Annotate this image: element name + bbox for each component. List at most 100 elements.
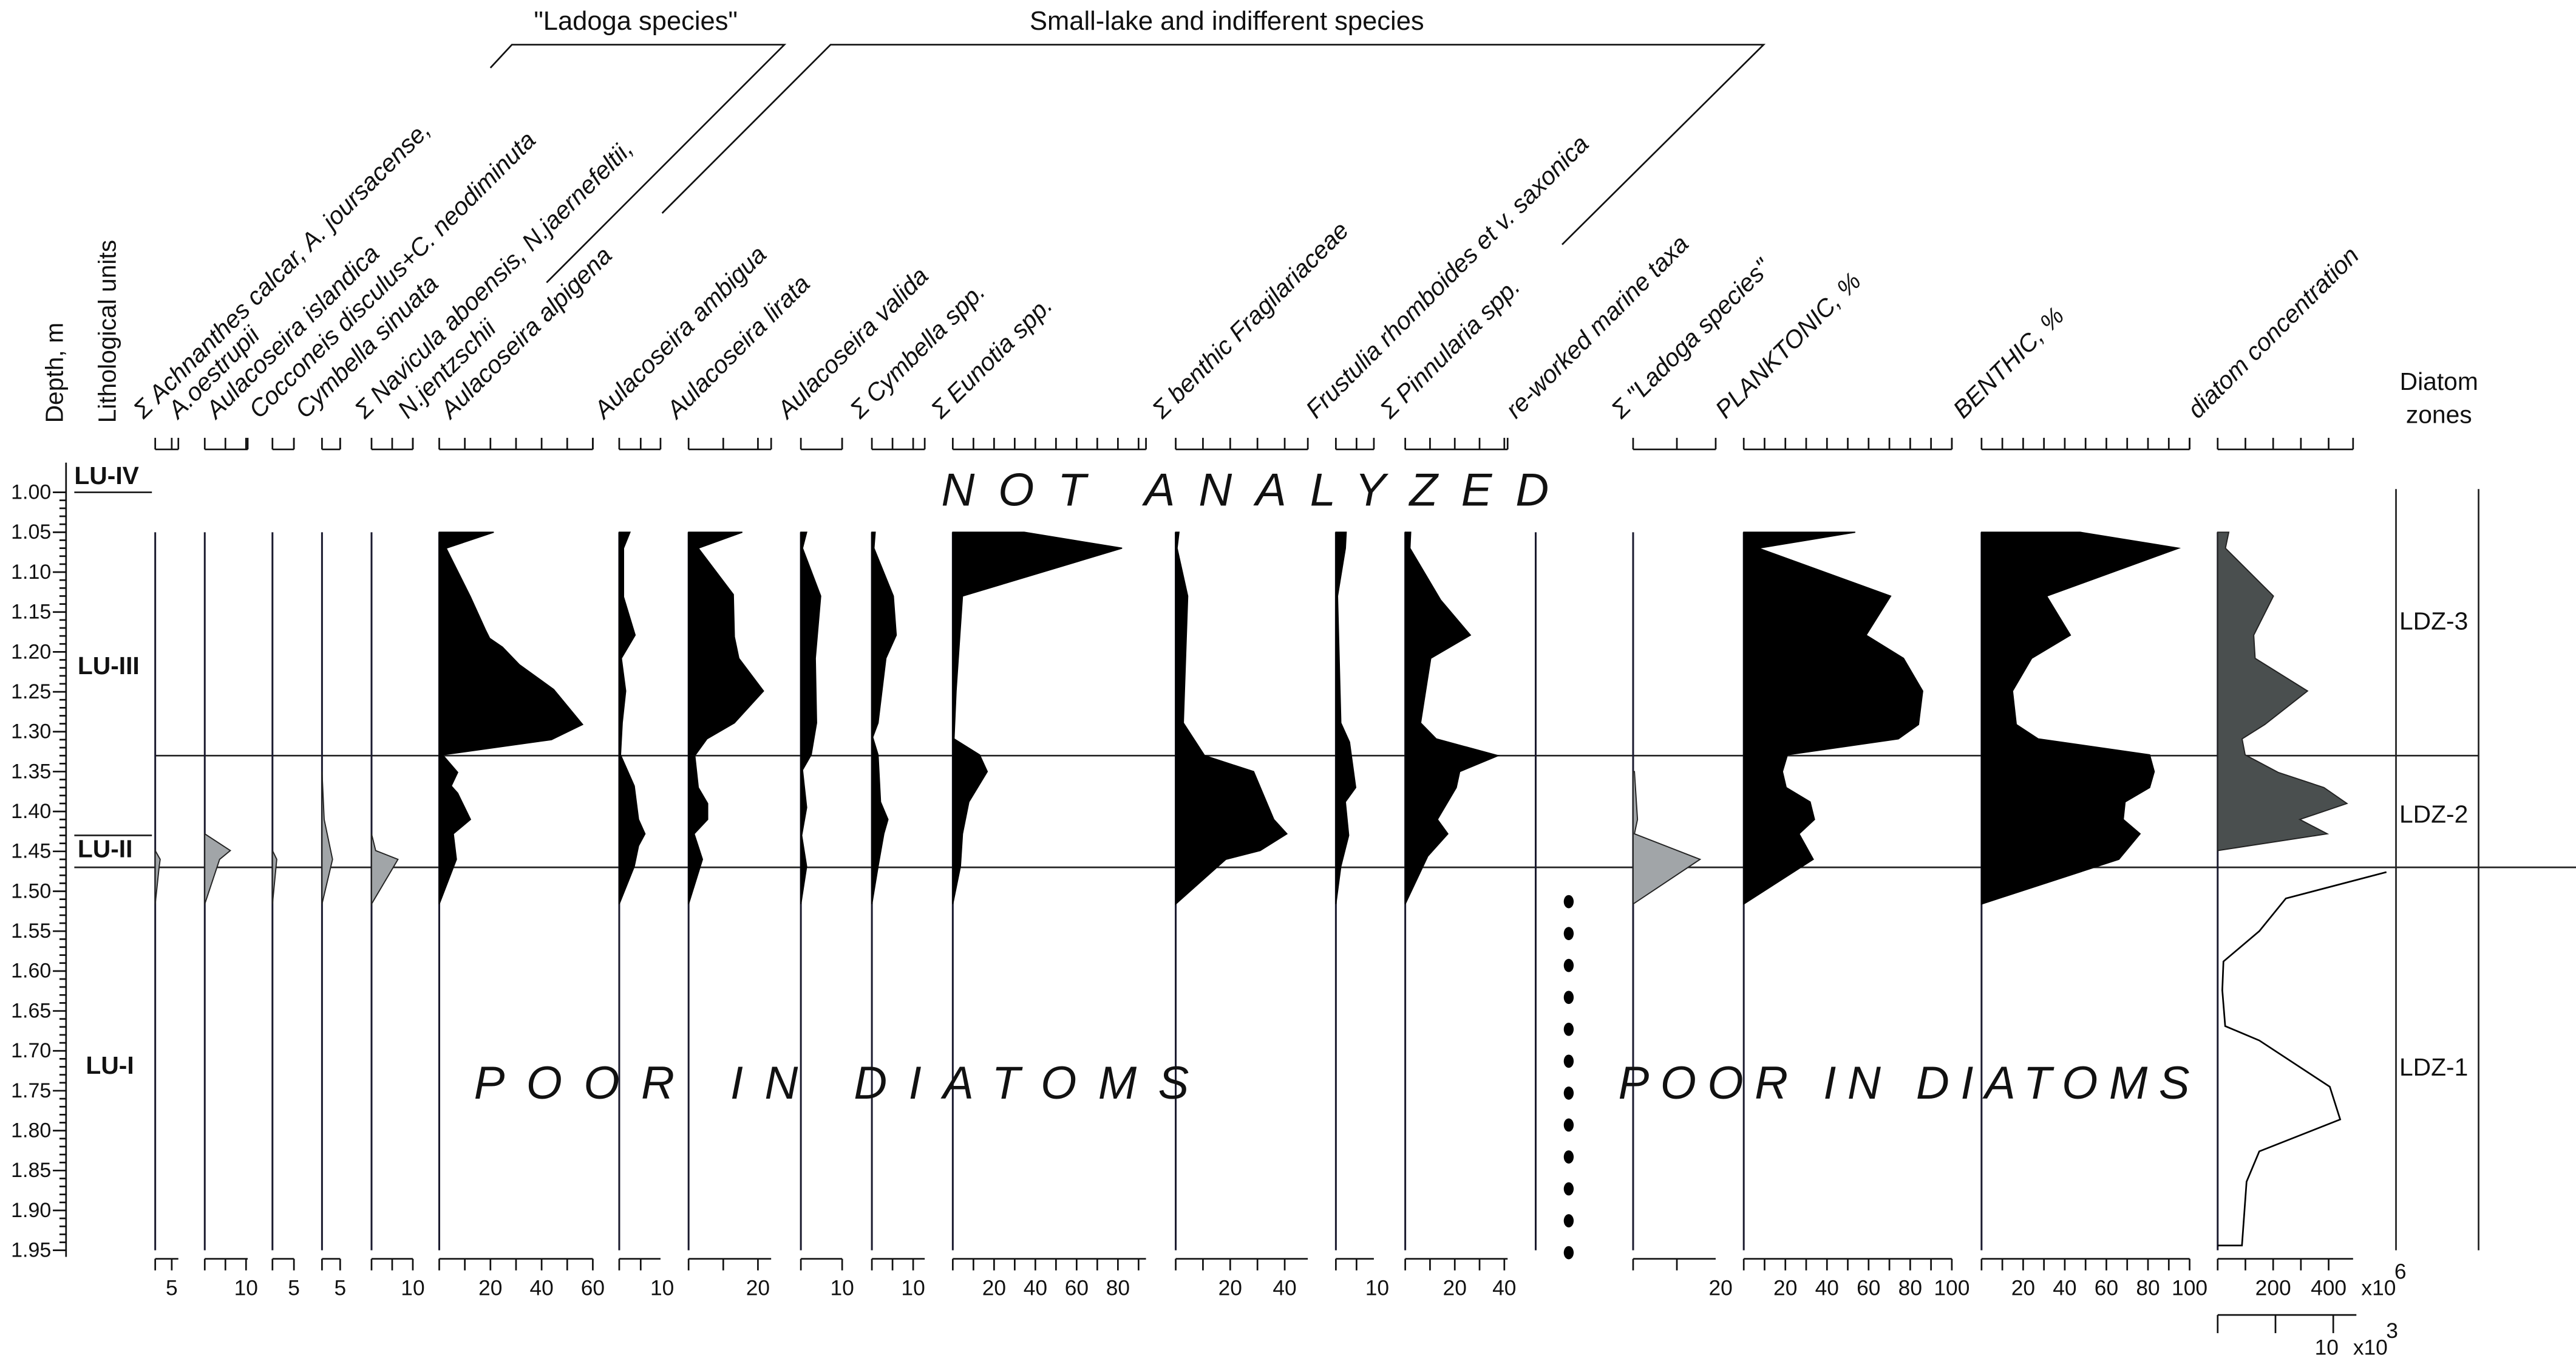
depth-tick-label: 1.75 [11, 1079, 51, 1102]
x-tick-label: 60 [1065, 1277, 1089, 1300]
depth-tick-label: 1.00 [11, 481, 51, 504]
depth-tick-label: 1.55 [11, 920, 51, 943]
depth-tick-label: 1.60 [11, 960, 51, 983]
depth-tick-label: 1.40 [11, 800, 51, 823]
group-bracket-ladoga [489, 44, 787, 284]
lithological-unit-label: LU-IV [74, 462, 138, 490]
panel-17: 20 40 60 80 100 [1742, 437, 1969, 1300]
diatom-zones-title: zones [2406, 400, 2472, 428]
data-area [1633, 771, 1702, 906]
marine-taxa-dot [1563, 1022, 1574, 1036]
panel-12: 20 40 [1175, 437, 1309, 1300]
x-tick-label: 40 [1815, 1277, 1839, 1300]
x-tick-label: 400 [2311, 1277, 2347, 1300]
x-tick-label: 100 [1934, 1277, 1969, 1300]
x-tick-label: 20 [1773, 1277, 1797, 1300]
depth-tick-label: 1.80 [11, 1119, 51, 1142]
x-tick-label: 80 [1898, 1277, 1922, 1300]
x-tick-label: 20 [2011, 1277, 2035, 1300]
depth-tick-label: 1.45 [11, 840, 51, 863]
x-tick-label: 10 [1365, 1277, 1389, 1300]
x-axis-unit: x10 [2361, 1277, 2396, 1300]
marine-taxa-dot [1563, 958, 1574, 972]
depth-tick-label: 1.15 [11, 601, 51, 624]
x-tick-label: 40 [529, 1277, 553, 1300]
depth-tick-label: 1.70 [11, 1039, 51, 1062]
panel-14: 20 40 [1404, 437, 1516, 1300]
depth-tick-label: 1.05 [11, 520, 51, 544]
panel-6: 20 40 60 [438, 437, 605, 1300]
x-tick-label: 20 [1708, 1277, 1732, 1300]
x-tick-label: 10 [830, 1277, 854, 1300]
marine-taxa-dot [1563, 927, 1574, 941]
data-area [321, 771, 333, 904]
panel-18: 20 40 60 80 100 [1980, 437, 2207, 1300]
x-tick-label: 10 [650, 1277, 674, 1300]
panel-9: 10 [800, 437, 854, 1300]
data-area [1980, 531, 2181, 905]
panel-label: BENTHIC, % [1948, 302, 2070, 424]
panel-label: Aulacoseira alpigena [433, 241, 617, 425]
x-tick-label: 100 [2172, 1277, 2207, 1300]
data-area [2217, 531, 2348, 851]
data-area [1404, 531, 1500, 904]
data-area [271, 850, 277, 904]
diatom-zone-label: LDZ-3 [2399, 607, 2468, 635]
x-tick-label: 10 [401, 1277, 424, 1300]
marine-taxa-dot [1563, 1246, 1574, 1260]
x-tick-label: 10 [234, 1277, 258, 1300]
depth-tick-label: 1.10 [11, 561, 51, 584]
panel-13: 10 [1334, 437, 1389, 1300]
panels: 5 10 5 5 10 20 40 60 10 20 10 10 20 40 60 80 20 40 10 20 40 2… [154, 437, 2406, 1358]
depth-tick-label: 1.30 [11, 720, 51, 743]
data-area [1175, 531, 1288, 906]
panel-label: Σ Cymbella spp. [844, 278, 990, 424]
x-tick-label: 80 [1106, 1277, 1130, 1300]
concentration-line-x10-3 [2217, 871, 2387, 1247]
data-area [618, 531, 646, 904]
panel-11: 20 40 60 80 [951, 437, 1147, 1300]
secondary-axis-unit: x10 [2353, 1336, 2388, 1358]
marine-taxa-dot [1563, 1150, 1574, 1164]
x-tick-label: 20 [478, 1277, 502, 1300]
panel-5: 10 [370, 437, 425, 1300]
depth-tick-label: 1.20 [11, 640, 51, 663]
panel-3: 5 [271, 437, 300, 1300]
diatom-zone-label: LDZ-1 [2399, 1053, 2468, 1081]
marine-taxa-dot [1563, 1214, 1574, 1227]
poor-in-diatoms-note: POOR IN DIATOMS [474, 1057, 1192, 1109]
marine-taxa-dot [1563, 991, 1574, 1005]
data-area [800, 531, 821, 904]
panel-2: 10 [203, 437, 258, 1300]
data-area [688, 531, 764, 904]
marine-taxa-dot [1563, 1182, 1574, 1196]
diatom-zone-label: LDZ-2 [2399, 800, 2468, 828]
depth-axis: 1.00 1.05 1.10 1.15 1.20 1.25 1.30 1.35 1.40 1.45… [11, 462, 67, 1262]
x-tick-label: 20 [982, 1277, 1006, 1300]
depth-tick-label: 1.25 [11, 680, 51, 703]
marine-taxa-dot [1563, 1054, 1574, 1068]
depth-tick-label: 1.85 [11, 1159, 51, 1182]
data-area [204, 833, 232, 904]
data-area [154, 848, 161, 904]
marine-taxa-dot [1563, 1086, 1574, 1100]
secondary-axis-unit-exponent: 3 [2386, 1319, 2398, 1343]
lithological-unit-label: LU-II [78, 835, 133, 863]
x-tick-label: 60 [581, 1277, 605, 1300]
panel-15 [1534, 532, 1574, 1260]
x-tick-label: 200 [2255, 1277, 2291, 1300]
x-tick-label: 60 [2095, 1277, 2118, 1300]
x-tick-label: 40 [1273, 1277, 1296, 1300]
group-bracket-small-lake [661, 44, 1766, 245]
lithological-units-title: Lithological units [93, 240, 121, 423]
lithological-unit-label: LU-III [78, 652, 140, 680]
x-tick-label: 80 [2136, 1277, 2160, 1300]
x-tick-label: 20 [746, 1277, 770, 1300]
panel-16: 20 [1632, 437, 1733, 1300]
x-tick-label: 10 [901, 1277, 925, 1300]
diatom-zones-title: Diatom [2400, 367, 2478, 395]
x-tick-label: 20 [1443, 1277, 1467, 1300]
data-area [952, 531, 1123, 904]
data-area [871, 531, 897, 904]
